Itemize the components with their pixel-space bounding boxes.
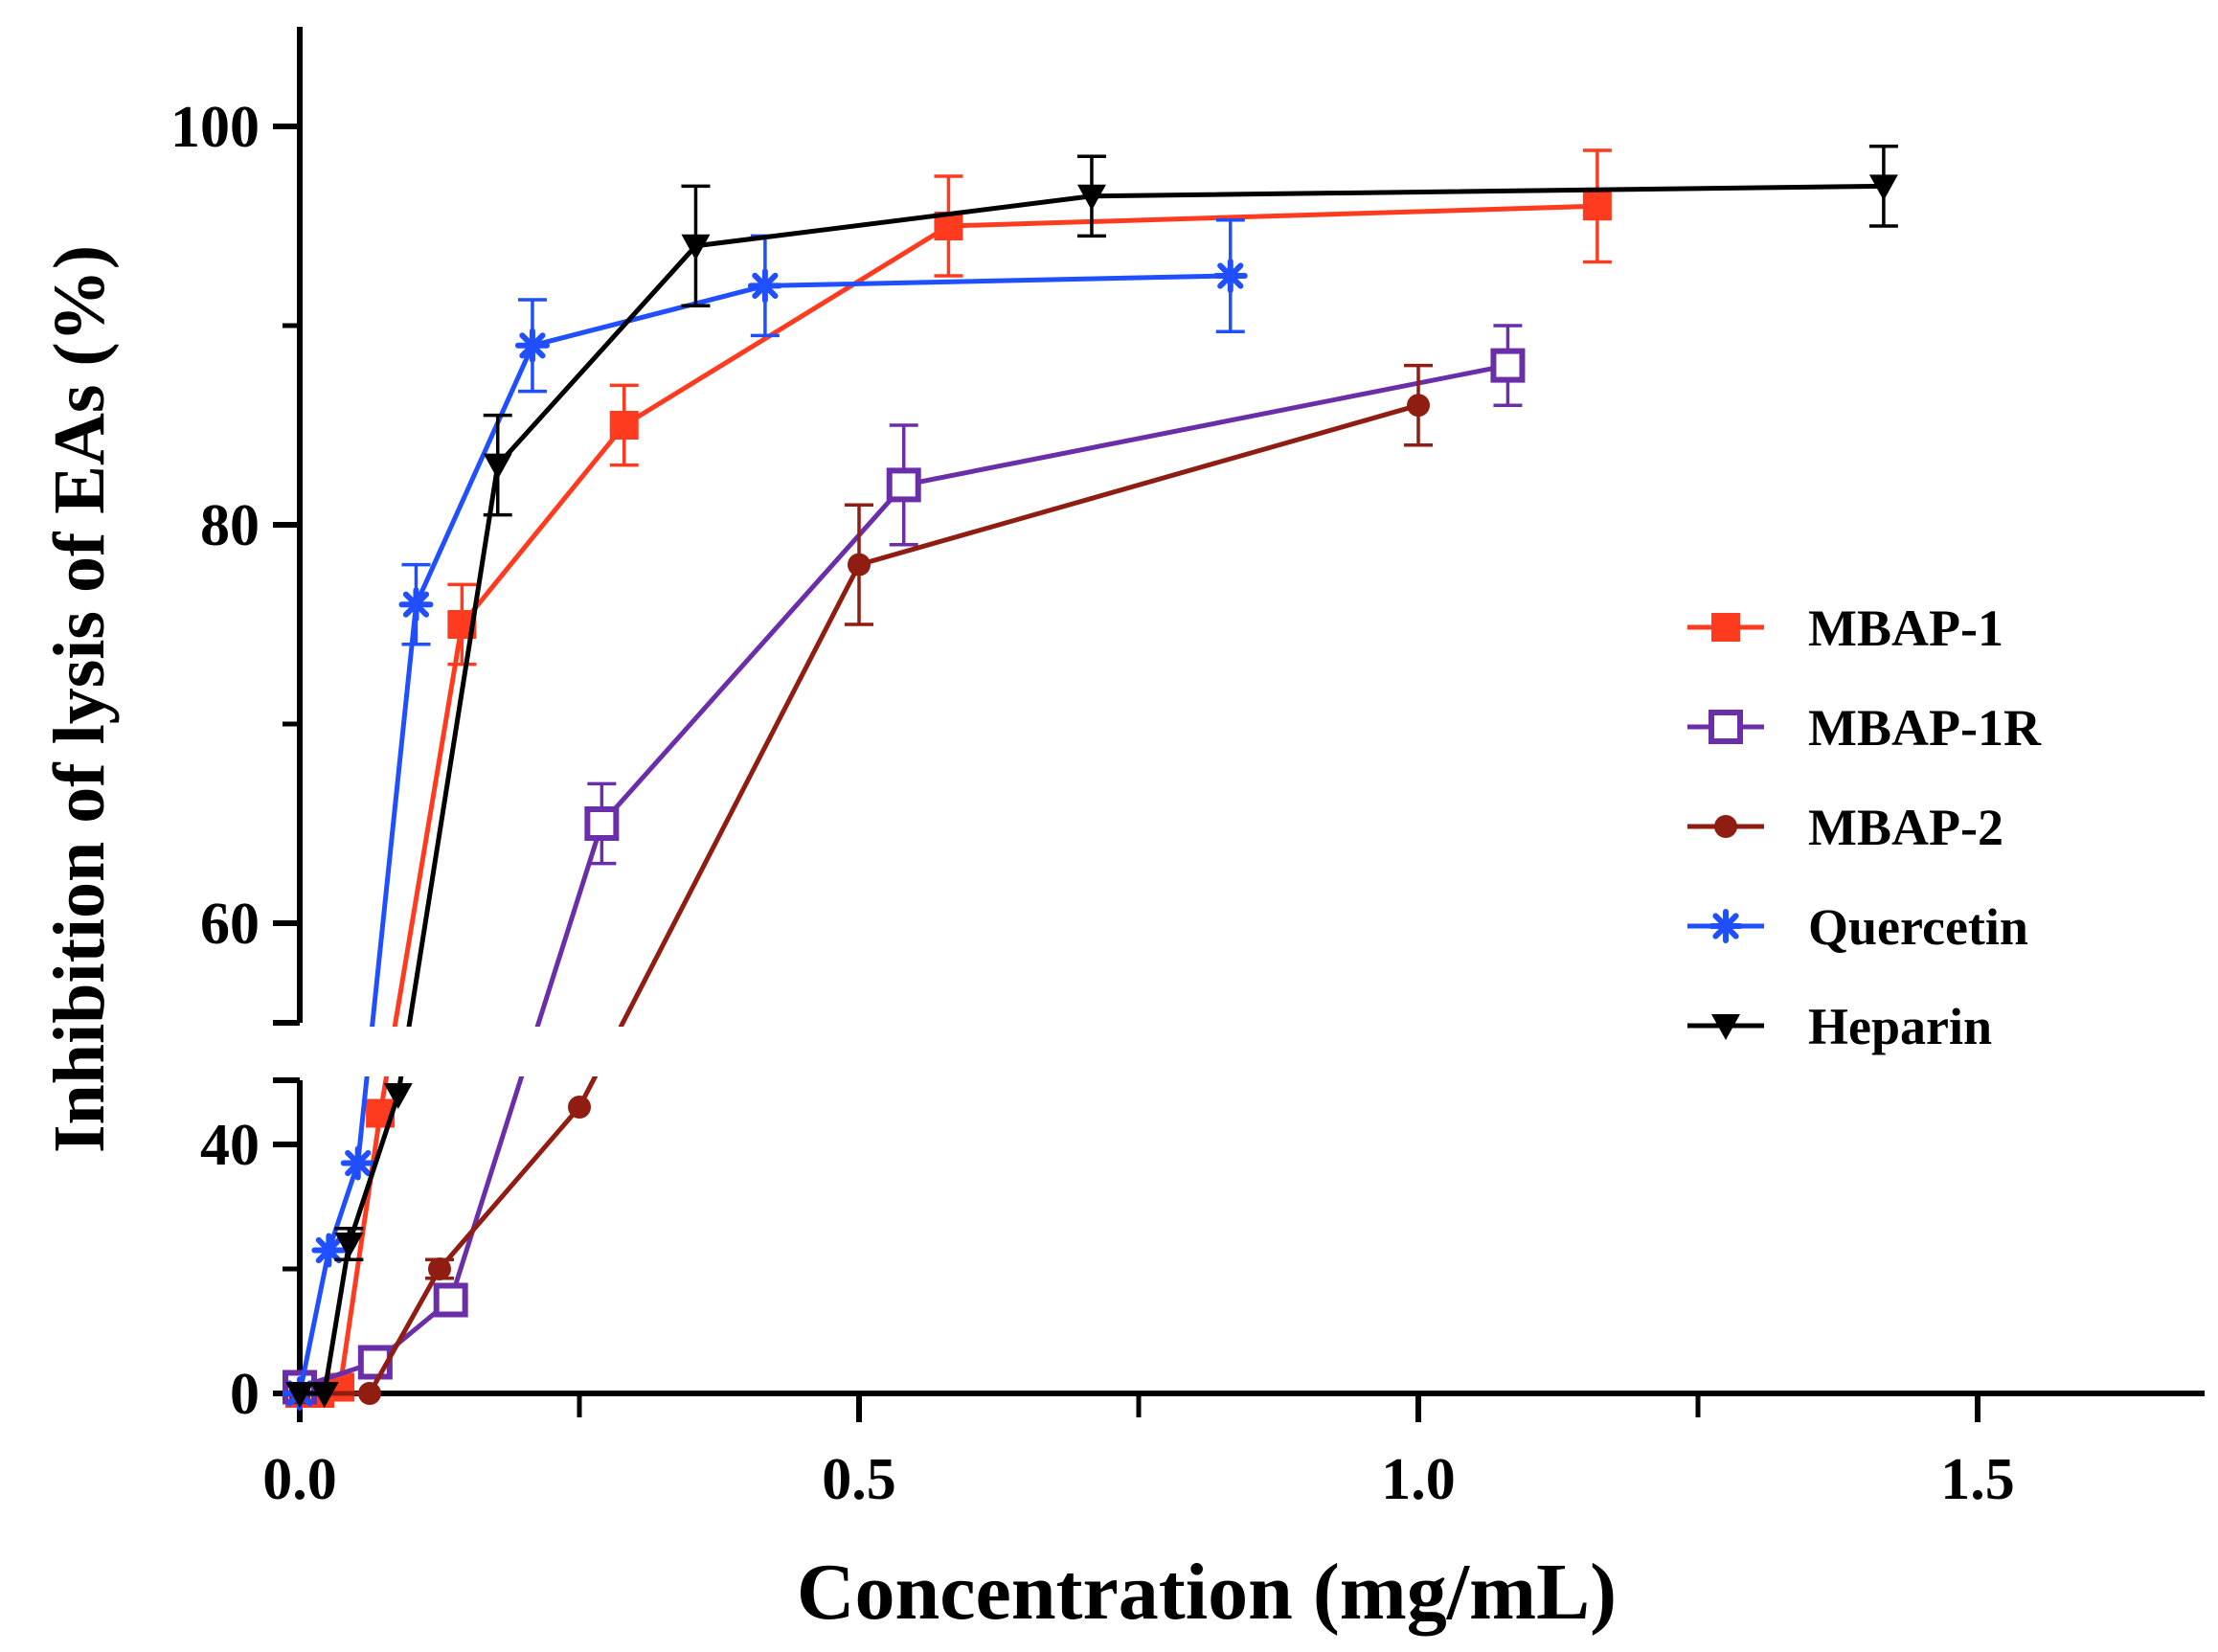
data-point-stroke	[315, 1236, 342, 1264]
data-point	[848, 553, 871, 577]
legend-label: MBAP-2	[1808, 799, 2003, 856]
legend-item-mbap-2: MBAP-2	[1687, 799, 2003, 856]
data-point	[609, 411, 639, 440]
series-heparin	[285, 145, 1898, 1408]
data-point	[584, 806, 620, 841]
data-point-stroke	[402, 591, 430, 618]
legend-item-mbap-1: MBAP-1	[1687, 600, 2003, 657]
legend-label: MBAP-1R	[1808, 699, 2042, 757]
data-point	[1490, 348, 1526, 383]
data-point	[483, 453, 512, 480]
x-tick-label: 1.0	[1381, 1447, 1456, 1512]
axes: 0 40 60 80 100 0.0 0.5 1.0 1.5	[170, 27, 2205, 1512]
legend-marker	[1714, 815, 1737, 838]
y-tick-label: 100	[170, 95, 260, 160]
data-point	[1582, 192, 1612, 221]
data-point	[1868, 174, 1898, 201]
series-layer	[283, 145, 1898, 1411]
y-tick-label: 0	[230, 1362, 260, 1427]
data-point	[1076, 184, 1106, 211]
data-point	[383, 1083, 413, 1109]
data-point	[309, 1382, 339, 1408]
y-tick-label: 40	[200, 1113, 260, 1178]
legend-item-mbap-1r: MBAP-1R	[1687, 699, 2042, 757]
legend-marker	[1711, 1014, 1740, 1040]
legend-label: MBAP-1	[1808, 600, 2003, 657]
x-tick-label: 1.5	[1940, 1447, 2015, 1512]
x-tick-label: 0.5	[822, 1447, 896, 1512]
legend-marker	[1711, 613, 1740, 642]
data-point-stroke	[752, 272, 779, 300]
data-point	[568, 1096, 591, 1119]
data-point	[1407, 394, 1430, 418]
series-line	[300, 183, 1884, 1396]
data-point	[433, 1282, 468, 1318]
data-point	[340, 1145, 375, 1181]
data-point	[514, 328, 550, 363]
y-tick-label: 60	[200, 892, 260, 957]
data-point	[334, 1233, 364, 1258]
data-point	[886, 467, 921, 503]
data-point	[428, 1257, 451, 1280]
data-point	[398, 587, 434, 622]
x-axis-title: Concentration (mg/mL)	[797, 1548, 1617, 1637]
data-point	[311, 1233, 347, 1268]
data-point	[1212, 259, 1248, 293]
x-tick-label: 0.0	[262, 1447, 337, 1512]
legend-marker-stroke	[1712, 913, 1739, 939]
y-tick-label: 80	[200, 493, 260, 558]
legend-label: Quercetin	[1808, 898, 2028, 956]
legend-marker	[1709, 909, 1743, 943]
data-point	[681, 234, 711, 260]
data-point-stroke	[1217, 262, 1244, 289]
series-mbap-2	[288, 363, 1433, 1405]
legend: MBAP-1 MBAP-1R MBAP-2 Quercetin Heparin	[1687, 600, 2042, 1055]
data-point-stroke	[345, 1149, 372, 1177]
data-point	[358, 1382, 381, 1405]
legend-item-heparin: Heparin	[1687, 998, 1992, 1055]
data-point	[285, 1382, 314, 1408]
legend-marker	[1709, 710, 1743, 744]
legend-label: Heparin	[1808, 998, 1992, 1055]
data-point-stroke	[519, 332, 546, 359]
series-line	[300, 402, 1419, 1396]
data-point	[747, 268, 782, 304]
legend-item-quercetin: Quercetin	[1687, 898, 2028, 956]
y-axis-title: Inhibition of lysis of EAs (%)	[39, 245, 120, 1153]
